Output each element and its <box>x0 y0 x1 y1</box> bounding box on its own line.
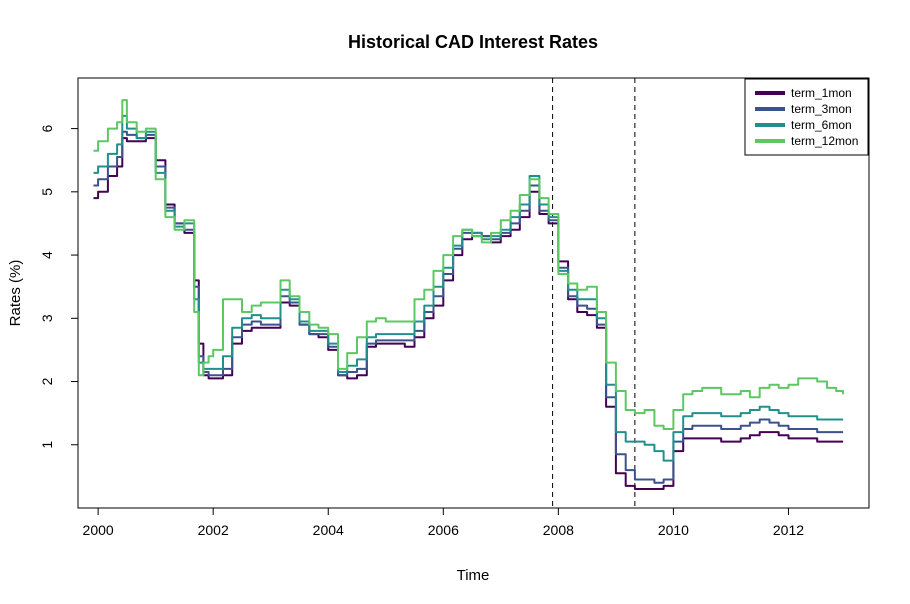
series-lines <box>93 99 845 490</box>
x-tick-label: 2008 <box>543 522 574 538</box>
legend-label-term_6mon: term_6mon <box>791 118 852 132</box>
y-axis-label: Rates (%) <box>7 260 24 327</box>
chart-title: Historical CAD Interest Rates <box>348 32 598 52</box>
x-tick-label: 2000 <box>83 522 114 538</box>
y-tick-label: 3 <box>39 314 55 322</box>
legend-label-term_1mon: term_1mon <box>791 86 852 100</box>
x-tick-label: 2010 <box>658 522 689 538</box>
x-axis: 2000 2002 2004 2006 2008 2010 2012 <box>83 507 804 538</box>
series-line-term_3mon <box>93 130 844 484</box>
series-line-term_1mon <box>93 137 844 490</box>
x-tick-label: 2004 <box>313 522 344 538</box>
x-tick-label: 2002 <box>198 522 229 538</box>
y-axis: 1 2 3 4 5 6 <box>39 124 79 449</box>
series-line-term_6mon <box>93 114 844 462</box>
y-tick-label: 2 <box>39 377 55 385</box>
legend-label-term_3mon: term_3mon <box>791 102 852 116</box>
legend-label-term_12mon: term_12mon <box>791 134 858 148</box>
series-line-term_12mon <box>93 99 845 430</box>
y-tick-label: 5 <box>39 188 55 196</box>
reference-lines <box>552 78 636 508</box>
y-tick-label: 6 <box>39 124 55 132</box>
y-tick-label: 4 <box>39 251 55 259</box>
x-tick-label: 2012 <box>773 522 804 538</box>
legend: term_1mon term_3mon term_6mon term_12mon <box>744 78 869 156</box>
y-tick-label: 1 <box>39 441 55 449</box>
x-tick-label: 2006 <box>428 522 459 538</box>
x-axis-label: Time <box>457 567 490 584</box>
